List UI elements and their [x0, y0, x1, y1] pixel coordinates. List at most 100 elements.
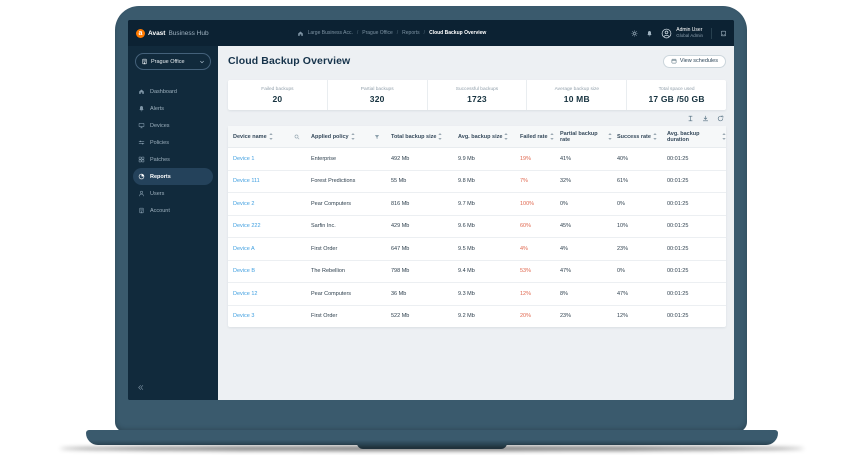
cell-total: 36 Mb: [391, 290, 407, 297]
cell-total: 522 Mb: [391, 313, 410, 320]
sort-icon: [268, 133, 273, 140]
cell-duration: 00:01:25: [667, 155, 689, 162]
sidebar-item-reports[interactable]: Reports: [133, 168, 213, 185]
cell-avg: 9.3 Mb: [458, 290, 475, 297]
sidebar-item-devices[interactable]: Devices: [133, 117, 213, 134]
app-screen: a Avast Business Hub Large Business Acc.…: [128, 20, 734, 400]
avast-logo-icon: a: [136, 28, 145, 38]
cell-policy: Sarfin Inc.: [311, 223, 336, 230]
search-icon: [294, 134, 300, 140]
gear-icon[interactable]: [631, 29, 638, 37]
column-settings-icon[interactable]: [687, 115, 694, 122]
home-icon: [297, 30, 304, 37]
column-header-applied-policy[interactable]: Applied policy: [306, 133, 386, 140]
monitor-icon: [138, 122, 145, 129]
breadcrumb-item-prague-office[interactable]: Prague Office: [362, 30, 393, 36]
cell-device: Device 2: [228, 201, 306, 207]
cell-failed: 20%: [520, 313, 532, 320]
cell-success: 23%: [617, 245, 629, 252]
building-icon: [141, 58, 148, 65]
column-header-partial-backup-rate[interactable]: Partial backup rate: [555, 131, 612, 143]
user-menu[interactable]: Admin User Global Admin: [661, 27, 703, 39]
column-header-label: Failed rate: [520, 133, 548, 140]
breadcrumb-separator: /: [396, 30, 399, 36]
laptop-shadow: [60, 446, 804, 451]
sidebar-item-label: Devices: [150, 122, 170, 129]
topbar-divider: [711, 27, 712, 39]
org-selector-label: Prague Office: [151, 58, 185, 65]
column-header-failed-rate[interactable]: Failed rate: [515, 133, 555, 140]
refresh-icon[interactable]: [717, 114, 724, 122]
stat-label: Average backup size: [554, 86, 600, 92]
cell-failed: 53%: [520, 268, 532, 275]
cell-device: Device B: [228, 268, 306, 274]
cell-partial: 47%: [560, 268, 572, 275]
user-role: Global Admin: [676, 33, 703, 39]
cell-duration: 00:01:25: [667, 200, 689, 207]
breadcrumb-item-large-business-acc[interactable]: Large Business Acc.: [307, 30, 353, 36]
cell-failed: 60%: [520, 223, 532, 230]
cell-duration: 00:01:25: [667, 223, 689, 230]
stat-partial-backups: Partial backups 320: [326, 80, 427, 110]
column-header-device-name[interactable]: Device name: [228, 133, 306, 140]
cell-failed: 19%: [520, 155, 532, 162]
cell-policy: Pear Computers: [311, 200, 352, 207]
table-row: Device A First Order 647 Mb 9.5 Mb 4% 4% 23% 00…: [228, 237, 726, 260]
column-header-total-backup-size[interactable]: Total backup size: [386, 133, 453, 140]
download-icon[interactable]: [702, 115, 709, 122]
sidebar-item-dashboard[interactable]: Dashboard: [133, 83, 213, 100]
cell-partial: 45%: [560, 223, 572, 230]
stat-label: Failed backups: [261, 86, 294, 92]
sidebar-item-label: Patches: [150, 156, 170, 163]
cell-duration: 00:01:25: [667, 313, 689, 320]
cell-total: 647 Mb: [391, 245, 410, 252]
column-header-success-rate[interactable]: Success rate: [612, 133, 662, 140]
sort-icon: [608, 133, 612, 140]
sidebar-item-label: Account: [150, 207, 170, 214]
device-link[interactable]: Device B: [233, 268, 256, 275]
table-row: Device 12 Pear Computers 36 Mb 9.3 Mb 12% 8% 4…: [228, 282, 726, 305]
org-selector[interactable]: Prague Office: [135, 53, 211, 70]
device-link[interactable]: Device 222: [233, 223, 261, 230]
cell-policy: Enterprise: [311, 155, 337, 162]
brand-primary: Avast: [148, 29, 166, 37]
column-header-avg-backup-size[interactable]: Avg. backup size: [453, 133, 515, 140]
sidebar-item-patches[interactable]: Patches: [133, 151, 213, 168]
view-schedules-button[interactable]: View schedules: [662, 54, 726, 68]
home-icon: [138, 88, 145, 95]
breadcrumb-item-reports[interactable]: Reports: [402, 30, 420, 36]
sidebar-item-users[interactable]: Users: [133, 185, 213, 202]
table-row: Device 111 Forest Predictions 55 Mb 9.8 Mb 7…: [228, 169, 726, 193]
cell-success: 40%: [617, 155, 629, 162]
cell-policy: Pear Computers: [311, 290, 352, 297]
cell-device: Device 12: [228, 291, 306, 297]
device-link[interactable]: Device A: [233, 245, 255, 252]
cell-duration: 00:01:25: [667, 290, 689, 297]
table-header-row: Device name Applied policy Total backup si…: [228, 126, 726, 148]
brand-secondary: Business Hub: [168, 29, 209, 37]
cell-success: 0%: [617, 268, 625, 275]
apps-launcher-icon[interactable]: [720, 30, 727, 37]
building-icon: [138, 207, 145, 214]
breadcrumb-separator: /: [423, 30, 426, 36]
device-link[interactable]: Device 1: [233, 155, 255, 162]
sidebar-item-policies[interactable]: Policies: [133, 134, 213, 151]
column-header-avg-backup-duration[interactable]: Avg. backup duration: [662, 131, 726, 143]
cell-policy: Forest Predictions: [311, 178, 356, 185]
notifications-bell-icon[interactable]: [646, 30, 653, 37]
device-link[interactable]: Device 111: [233, 178, 260, 185]
device-link[interactable]: Device 2: [233, 200, 255, 207]
cell-policy: First Order: [311, 313, 338, 320]
devices-table: Device name Applied policy Total backup si…: [228, 126, 726, 327]
device-link[interactable]: Device 3: [233, 313, 255, 320]
breadcrumb-item-cloud-backup-overview[interactable]: Cloud Backup Overview: [429, 30, 487, 36]
sidebar-item-account[interactable]: Account: [133, 202, 213, 219]
breadcrumb-separator: /: [356, 30, 359, 36]
stat-value: 1723: [467, 93, 487, 104]
sidebar-item-alerts[interactable]: Alerts: [133, 100, 213, 117]
sort-icon: [350, 133, 355, 140]
chevron-down-icon: [199, 59, 205, 65]
stat-label: Successful backups: [455, 86, 499, 92]
device-link[interactable]: Device 12: [233, 290, 258, 297]
sidebar-collapse-button[interactable]: [137, 384, 144, 391]
